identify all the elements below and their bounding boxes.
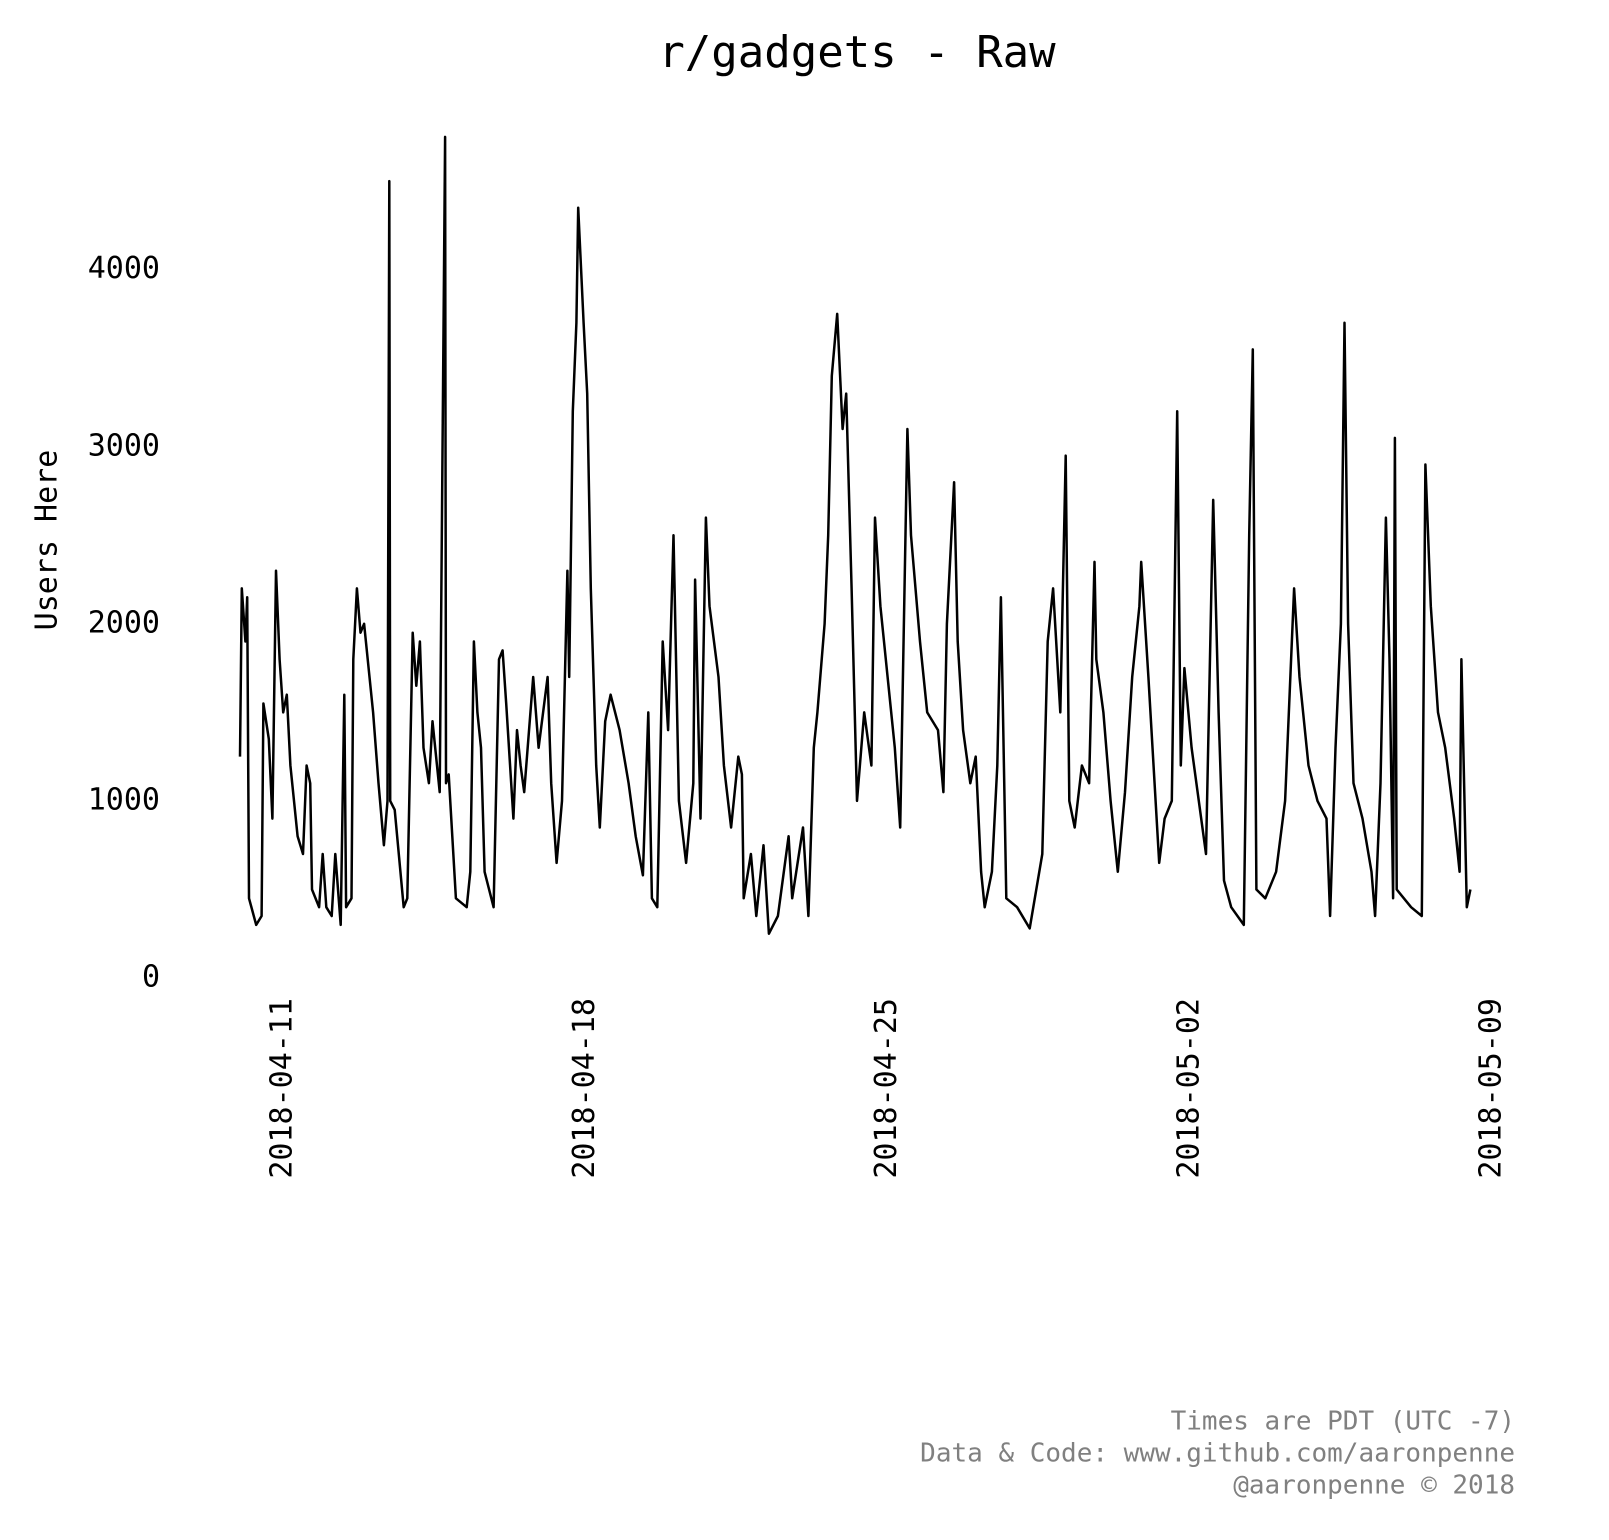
x-tick-label: 2018-04-25	[869, 998, 904, 1179]
x-tick-label: 2018-04-11	[265, 998, 300, 1179]
x-tick-label: 2018-05-09	[1474, 998, 1509, 1179]
footer-line: @aaronpenne © 2018	[1233, 1471, 1515, 1501]
y-axis-label: Users Here	[30, 450, 65, 631]
chart-title: r/gadgets - Raw	[658, 27, 1056, 78]
x-tick-label: 2018-05-02	[1171, 998, 1206, 1179]
y-tick-label: 4000	[88, 251, 160, 286]
y-tick-label: 1000	[88, 782, 160, 817]
footer-line: Times are PDT (UTC -7)	[1171, 1407, 1515, 1437]
data-line	[238, 135, 1472, 935]
y-tick-label: 2000	[88, 605, 160, 640]
footer-line: Data & Code: www.github.com/aaronpenne	[920, 1439, 1515, 1469]
y-tick-label: 0	[142, 960, 160, 995]
x-tick-label: 2018-04-18	[567, 998, 602, 1179]
y-tick-label: 3000	[88, 428, 160, 463]
